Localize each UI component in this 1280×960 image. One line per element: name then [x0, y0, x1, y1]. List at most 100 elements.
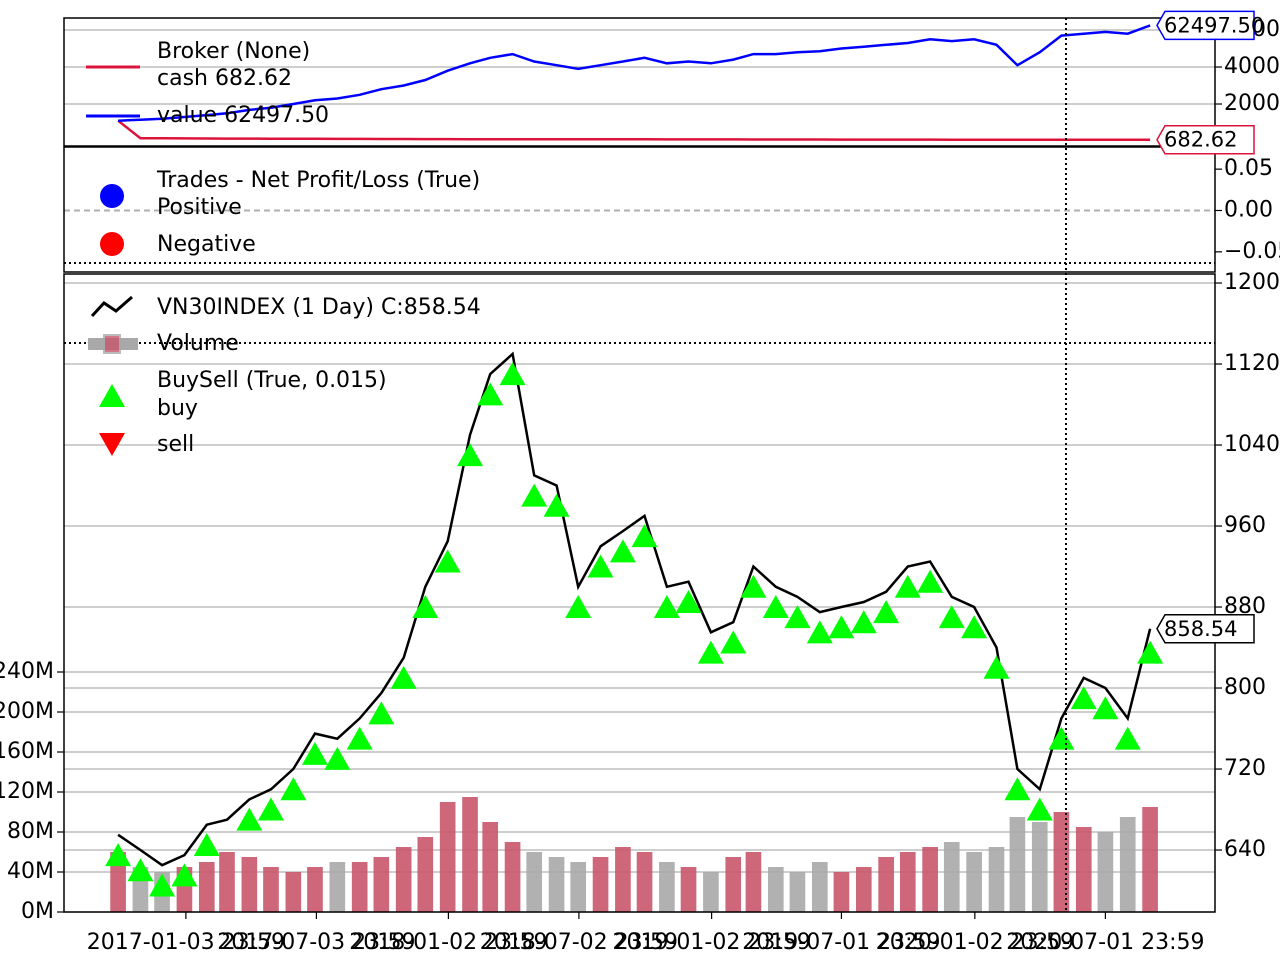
legend-label: Volume — [157, 331, 239, 356]
volume-bar — [351, 862, 368, 912]
volume-bar — [615, 847, 631, 912]
y2-tick-label: 0M — [21, 899, 54, 924]
volume-bar — [1142, 807, 1158, 912]
x-tick-label: 2017-07-03 23:59 — [217, 930, 415, 955]
trade-marker — [499, 362, 526, 386]
volume-bar — [703, 872, 719, 912]
volume-bar — [811, 862, 828, 912]
trade-marker — [412, 595, 439, 619]
volume-bar — [1075, 827, 1092, 912]
trade-marker — [762, 595, 789, 619]
volume-bar — [1119, 817, 1136, 912]
volume-bar — [526, 852, 543, 912]
trade-marker — [477, 382, 504, 406]
trade-marker — [390, 665, 417, 689]
y2-tick-label: 240M — [0, 659, 54, 684]
trade-marker — [828, 615, 855, 639]
trade-marker — [171, 863, 198, 887]
y2-tick-label: 40M — [7, 859, 54, 884]
legend-swatch — [100, 184, 124, 208]
crosshair — [64, 18, 1215, 912]
trade-marker — [784, 605, 811, 629]
legend-label: VN30INDEX (1 Day) C:858.54 — [157, 295, 481, 320]
volume-bar — [636, 852, 653, 912]
trade-marker — [346, 726, 373, 750]
legend-label: Negative — [157, 232, 256, 257]
series-line — [117, 119, 1151, 141]
panel-frame — [63, 273, 1216, 913]
x-tick-label: 2018-01-02 23:59 — [349, 930, 547, 955]
trade-marker — [280, 777, 307, 801]
series-line — [117, 351, 1152, 867]
volume-bar — [855, 867, 872, 912]
legend-title: Broker (None) — [157, 39, 310, 64]
volume-bar — [307, 867, 323, 912]
y-tick-label: 20000 — [1224, 91, 1280, 116]
x-tick-label: 2019-01-02 23:59 — [612, 930, 810, 955]
trade-marker — [127, 858, 154, 882]
trade-marker — [609, 539, 636, 563]
trade-marker — [1004, 777, 1031, 801]
y2-tick-label: 200M — [0, 699, 54, 724]
x-tick-label: 2019-07-01 23:59 — [742, 930, 940, 955]
x-tick-label: 2017-01-03 23:59 — [87, 930, 285, 955]
volume-bar — [219, 852, 235, 912]
panel-frames — [63, 17, 1216, 913]
volume-bar — [329, 862, 346, 912]
volume-bar — [263, 867, 279, 912]
trade-marker — [1070, 686, 1097, 710]
volume-bar — [899, 852, 916, 912]
volume-bar — [680, 867, 697, 912]
trade-marker — [368, 701, 395, 725]
panel-frame — [63, 17, 1216, 147]
legend-label: sell — [157, 432, 194, 457]
trade-marker — [740, 574, 767, 598]
volume-bar — [482, 822, 499, 912]
series-line — [118, 24, 1151, 122]
volume-bar — [1009, 817, 1026, 912]
x-tick-label: 2020-01-02 23:59 — [876, 930, 1074, 955]
volume-bar — [439, 802, 456, 912]
y-tick-label: 0.00 — [1224, 197, 1273, 222]
trade-marker — [917, 569, 944, 593]
volume-bar — [1097, 832, 1114, 912]
y-tick-label: 40000 — [1224, 54, 1280, 79]
volume-bar — [966, 852, 982, 912]
volume-bar — [462, 797, 478, 912]
volume-bar — [504, 842, 521, 912]
trade-marker — [521, 483, 548, 507]
trade-marker — [543, 493, 570, 517]
volume-bar — [943, 842, 960, 912]
trade-marker — [961, 615, 988, 639]
volume-bar — [1031, 822, 1048, 912]
y-tick-label: 1200 — [1224, 270, 1280, 295]
trade-marker — [675, 589, 702, 613]
volume-bar — [1053, 812, 1070, 912]
volume-bar — [395, 847, 412, 912]
y-tick-label: 720 — [1224, 756, 1266, 781]
legend-label: value 62497.50 — [157, 103, 329, 128]
trade-marker — [983, 655, 1010, 679]
trade-marker — [324, 746, 351, 770]
trade-marker — [850, 610, 877, 634]
trade-marker — [105, 843, 132, 867]
trade-marker — [697, 640, 724, 664]
volume-bar — [241, 857, 258, 912]
trade-marker — [457, 443, 484, 467]
trade-marker — [565, 595, 592, 619]
trade-marker — [873, 600, 900, 624]
volume-bar — [745, 852, 762, 912]
volume-bar — [198, 862, 215, 912]
trade-marker — [193, 832, 220, 856]
mark-layer — [105, 24, 1164, 912]
volume-bar — [988, 847, 1005, 912]
x-tick-label: 2020-07-01 23:59 — [1006, 930, 1204, 955]
y-tick-label: 1040 — [1224, 432, 1280, 457]
trade-marker — [301, 741, 328, 765]
trade-marker — [1026, 797, 1053, 821]
volume-bar — [417, 837, 434, 912]
panel-frame — [63, 146, 1216, 273]
